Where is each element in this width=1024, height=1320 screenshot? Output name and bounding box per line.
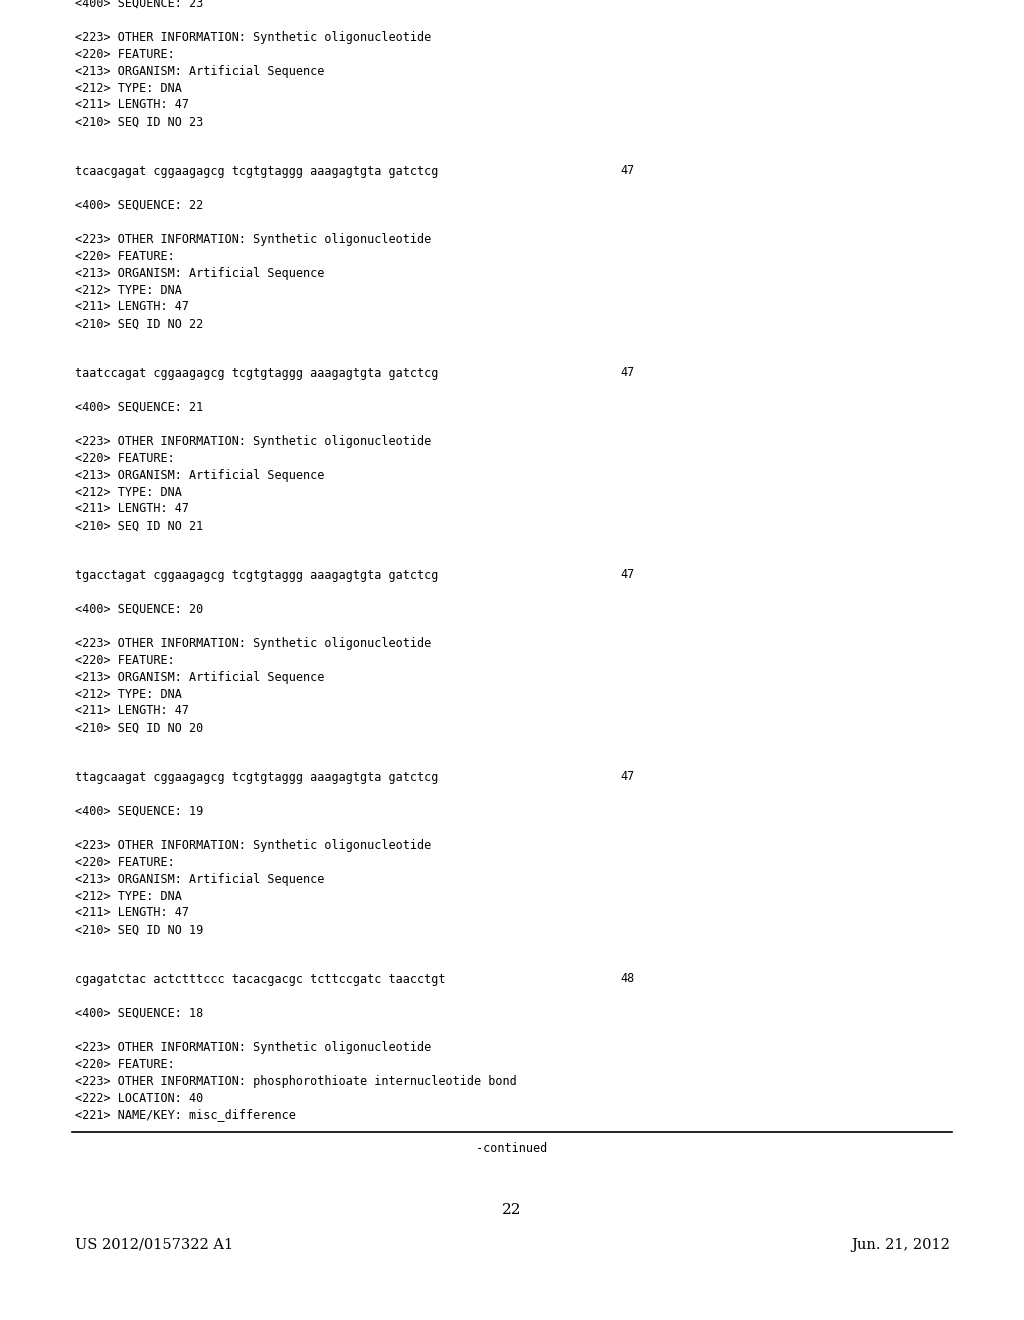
Text: <210> SEQ ID NO 23: <210> SEQ ID NO 23 (75, 116, 203, 128)
Text: <211> LENGTH: 47: <211> LENGTH: 47 (75, 301, 189, 314)
Text: <222> LOCATION: 40: <222> LOCATION: 40 (75, 1092, 203, 1105)
Text: US 2012/0157322 A1: US 2012/0157322 A1 (75, 1238, 233, 1251)
Text: 47: 47 (620, 165, 634, 177)
Text: <213> ORGANISM: Artificial Sequence: <213> ORGANISM: Artificial Sequence (75, 267, 325, 280)
Text: tcaacgagat cggaagagcg tcgtgtaggg aaagagtgta gatctcg: tcaacgagat cggaagagcg tcgtgtaggg aaagagt… (75, 165, 438, 177)
Text: <221> NAME/KEY: misc_difference: <221> NAME/KEY: misc_difference (75, 1109, 296, 1122)
Text: <400> SEQUENCE: 21: <400> SEQUENCE: 21 (75, 400, 203, 413)
Text: <212> TYPE: DNA: <212> TYPE: DNA (75, 890, 182, 903)
Text: <220> FEATURE:: <220> FEATURE: (75, 249, 175, 263)
Text: <220> FEATURE:: <220> FEATURE: (75, 1057, 175, 1071)
Text: <211> LENGTH: 47: <211> LENGTH: 47 (75, 503, 189, 516)
Text: 22: 22 (502, 1203, 522, 1217)
Text: -continued: -continued (476, 1142, 548, 1155)
Text: ttagcaagat cggaagagcg tcgtgtaggg aaagagtgta gatctcg: ttagcaagat cggaagagcg tcgtgtaggg aaagagt… (75, 771, 438, 784)
Text: <212> TYPE: DNA: <212> TYPE: DNA (75, 82, 182, 95)
Text: cgagatctac actctttccc tacacgacgc tcttccgatc taacctgt: cgagatctac actctttccc tacacgacgc tcttccg… (75, 973, 445, 986)
Text: <223> OTHER INFORMATION: Synthetic oligonucleotide: <223> OTHER INFORMATION: Synthetic oligo… (75, 636, 431, 649)
Text: Jun. 21, 2012: Jun. 21, 2012 (851, 1238, 950, 1251)
Text: <211> LENGTH: 47: <211> LENGTH: 47 (75, 705, 189, 718)
Text: <400> SEQUENCE: 20: <400> SEQUENCE: 20 (75, 602, 203, 615)
Text: <211> LENGTH: 47: <211> LENGTH: 47 (75, 99, 189, 111)
Text: <223> OTHER INFORMATION: Synthetic oligonucleotide: <223> OTHER INFORMATION: Synthetic oligo… (75, 838, 431, 851)
Text: <220> FEATURE:: <220> FEATURE: (75, 653, 175, 667)
Text: <220> FEATURE:: <220> FEATURE: (75, 451, 175, 465)
Text: <223> OTHER INFORMATION: Synthetic oligonucleotide: <223> OTHER INFORMATION: Synthetic oligo… (75, 434, 431, 447)
Text: <211> LENGTH: 47: <211> LENGTH: 47 (75, 907, 189, 920)
Text: <210> SEQ ID NO 20: <210> SEQ ID NO 20 (75, 722, 203, 734)
Text: <400> SEQUENCE: 19: <400> SEQUENCE: 19 (75, 804, 203, 817)
Text: 47: 47 (620, 367, 634, 380)
Text: 47: 47 (620, 569, 634, 582)
Text: <213> ORGANISM: Artificial Sequence: <213> ORGANISM: Artificial Sequence (75, 65, 325, 78)
Text: <210> SEQ ID NO 21: <210> SEQ ID NO 21 (75, 520, 203, 532)
Text: <223> OTHER INFORMATION: Synthetic oligonucleotide: <223> OTHER INFORMATION: Synthetic oligo… (75, 232, 431, 246)
Text: <210> SEQ ID NO 22: <210> SEQ ID NO 22 (75, 318, 203, 330)
Text: taatccagat cggaagagcg tcgtgtaggg aaagagtgta gatctcg: taatccagat cggaagagcg tcgtgtaggg aaagagt… (75, 367, 438, 380)
Text: <212> TYPE: DNA: <212> TYPE: DNA (75, 688, 182, 701)
Text: <220> FEATURE:: <220> FEATURE: (75, 855, 175, 869)
Text: <223> OTHER INFORMATION: Synthetic oligonucleotide: <223> OTHER INFORMATION: Synthetic oligo… (75, 1040, 431, 1053)
Text: <210> SEQ ID NO 19: <210> SEQ ID NO 19 (75, 924, 203, 936)
Text: <223> OTHER INFORMATION: phosphorothioate internucleotide bond: <223> OTHER INFORMATION: phosphorothioat… (75, 1074, 517, 1088)
Text: <223> OTHER INFORMATION: Synthetic oligonucleotide: <223> OTHER INFORMATION: Synthetic oligo… (75, 30, 431, 44)
Text: <213> ORGANISM: Artificial Sequence: <213> ORGANISM: Artificial Sequence (75, 469, 325, 482)
Text: 47: 47 (620, 771, 634, 784)
Text: <212> TYPE: DNA: <212> TYPE: DNA (75, 284, 182, 297)
Text: tgacctagat cggaagagcg tcgtgtaggg aaagagtgta gatctcg: tgacctagat cggaagagcg tcgtgtaggg aaagagt… (75, 569, 438, 582)
Text: 48: 48 (620, 973, 634, 986)
Text: <212> TYPE: DNA: <212> TYPE: DNA (75, 486, 182, 499)
Text: <213> ORGANISM: Artificial Sequence: <213> ORGANISM: Artificial Sequence (75, 873, 325, 886)
Text: <400> SEQUENCE: 18: <400> SEQUENCE: 18 (75, 1006, 203, 1019)
Text: <213> ORGANISM: Artificial Sequence: <213> ORGANISM: Artificial Sequence (75, 671, 325, 684)
Text: <400> SEQUENCE: 23: <400> SEQUENCE: 23 (75, 0, 203, 9)
Text: <400> SEQUENCE: 22: <400> SEQUENCE: 22 (75, 198, 203, 211)
Text: <220> FEATURE:: <220> FEATURE: (75, 48, 175, 61)
